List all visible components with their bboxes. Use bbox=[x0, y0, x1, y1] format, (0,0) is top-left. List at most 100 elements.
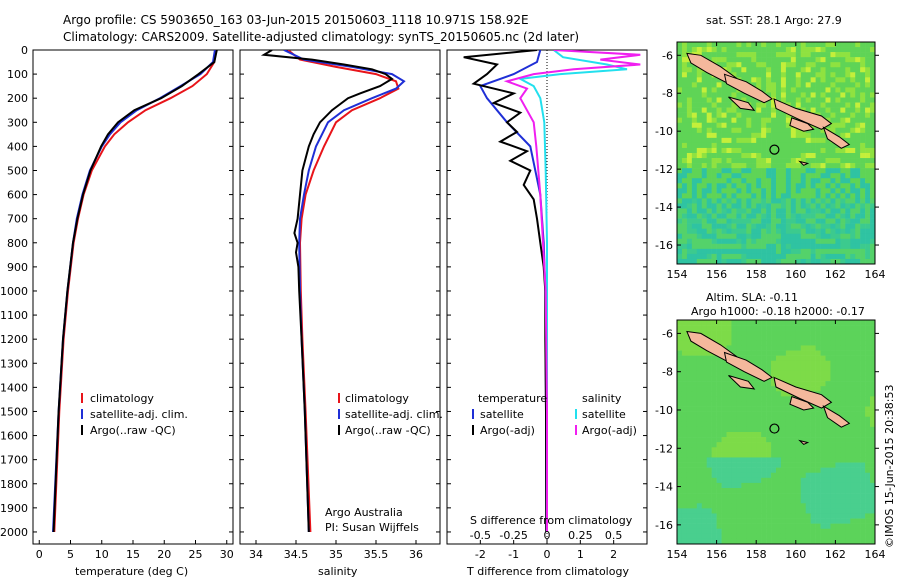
map-cell bbox=[785, 411, 792, 418]
map-cell bbox=[785, 355, 792, 362]
map-cell bbox=[835, 457, 841, 463]
map-cell bbox=[746, 188, 752, 194]
map-cell bbox=[726, 335, 732, 341]
map-cell bbox=[686, 493, 693, 499]
map-cell bbox=[780, 355, 787, 362]
map-cell bbox=[780, 421, 787, 428]
map-cell bbox=[721, 82, 727, 88]
map-cell bbox=[850, 248, 856, 255]
map-cell bbox=[681, 508, 688, 514]
map-cell bbox=[696, 213, 703, 219]
credit-pi: PI: Susan Wijffels bbox=[325, 521, 419, 534]
map-cell bbox=[681, 42, 688, 48]
map-cell bbox=[731, 493, 737, 499]
map-cell bbox=[746, 163, 752, 169]
map-cell bbox=[795, 350, 802, 356]
map-cell bbox=[776, 533, 782, 540]
map-cell bbox=[736, 52, 742, 58]
map-cell bbox=[761, 183, 767, 189]
map-cell bbox=[820, 376, 826, 382]
map-cell bbox=[785, 62, 792, 68]
map-cell bbox=[716, 376, 722, 382]
map-cell bbox=[815, 173, 821, 179]
map-cell bbox=[800, 538, 806, 544]
map-cell bbox=[865, 168, 871, 174]
map-cell bbox=[686, 360, 693, 367]
map-cell bbox=[810, 320, 816, 326]
map-cell bbox=[751, 503, 757, 509]
map-cell bbox=[790, 365, 797, 372]
map-cell bbox=[731, 163, 737, 169]
map-cell bbox=[701, 416, 707, 423]
legend-title-salinity: salinity bbox=[582, 392, 622, 405]
map-cell bbox=[860, 401, 866, 407]
map-cell bbox=[766, 330, 772, 336]
map-cell bbox=[835, 127, 841, 134]
map-cell bbox=[681, 183, 688, 189]
map-cell bbox=[741, 370, 747, 377]
map-cell bbox=[741, 488, 747, 494]
map-cell bbox=[721, 360, 727, 367]
map-cell bbox=[761, 57, 767, 63]
map-cell bbox=[736, 447, 742, 453]
map-cell bbox=[860, 122, 866, 129]
profile-marker bbox=[769, 144, 780, 155]
map-cell bbox=[686, 462, 693, 468]
map-cell bbox=[820, 452, 826, 458]
map-cell bbox=[840, 243, 846, 250]
map-cell bbox=[795, 72, 802, 78]
map-cell bbox=[746, 203, 752, 209]
map-cell bbox=[761, 223, 767, 229]
map-cell bbox=[731, 102, 737, 108]
map-cell bbox=[776, 67, 782, 73]
map-cell bbox=[820, 345, 826, 351]
map-cell bbox=[795, 538, 802, 544]
map-cell bbox=[726, 168, 732, 174]
series-satellite-adj-clim- bbox=[283, 50, 406, 533]
map-cell bbox=[711, 432, 717, 438]
map-cell bbox=[776, 178, 782, 184]
map-cell bbox=[860, 258, 866, 264]
map-cell bbox=[751, 421, 757, 428]
map-cell bbox=[771, 117, 777, 124]
map-cell bbox=[855, 163, 861, 169]
map-cell bbox=[835, 528, 841, 535]
map-cell bbox=[677, 117, 683, 124]
map-cell bbox=[711, 493, 717, 499]
map-cell bbox=[696, 243, 703, 250]
map-cell bbox=[776, 406, 782, 412]
map-cell bbox=[726, 87, 732, 93]
map-cell bbox=[691, 183, 698, 189]
map-cell bbox=[830, 218, 836, 224]
map-cell bbox=[691, 447, 698, 453]
map-cell bbox=[721, 442, 727, 448]
map-cell bbox=[696, 147, 703, 154]
map-cell bbox=[766, 188, 772, 194]
map-cell bbox=[726, 523, 732, 530]
map-cell bbox=[711, 102, 717, 108]
map-cell bbox=[840, 233, 846, 240]
map-cell bbox=[855, 228, 861, 235]
map-cell bbox=[850, 421, 856, 428]
map-cell bbox=[771, 238, 777, 245]
map-cell bbox=[741, 228, 747, 235]
map-cell bbox=[746, 42, 752, 48]
map-cell bbox=[721, 426, 727, 433]
map-cell bbox=[696, 401, 703, 407]
map-cell bbox=[721, 208, 727, 214]
map-cell bbox=[780, 482, 787, 489]
lat-tick-label: -6 bbox=[662, 49, 673, 62]
map-cell bbox=[677, 77, 683, 83]
map-cell bbox=[855, 513, 861, 519]
map-cell bbox=[686, 122, 693, 129]
map-cell bbox=[860, 87, 866, 93]
map-cell bbox=[686, 193, 693, 199]
map-cell bbox=[840, 381, 846, 387]
map-cell bbox=[790, 158, 797, 164]
map-cell bbox=[721, 498, 727, 504]
map-cell bbox=[686, 523, 693, 530]
map-cell bbox=[790, 472, 797, 479]
map-cell bbox=[731, 137, 737, 144]
map-cell bbox=[790, 87, 797, 93]
map-cell bbox=[721, 513, 727, 519]
